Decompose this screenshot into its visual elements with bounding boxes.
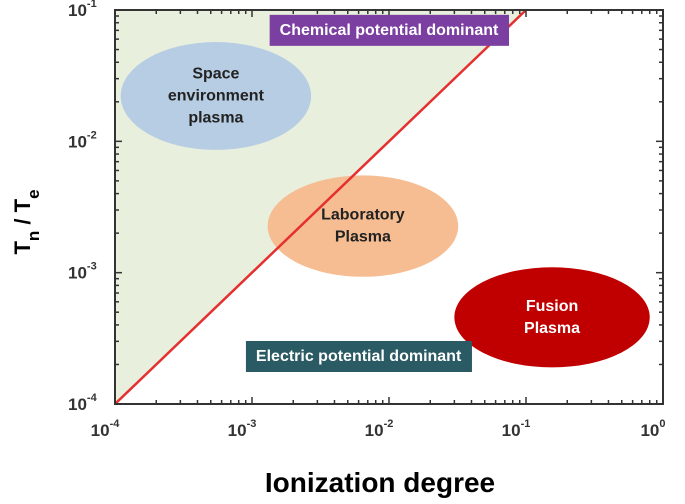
region-label-0: Chemical potential dominant [269,14,510,46]
x-tick-label: 10-4 [91,418,121,440]
plasma-ellipse-0 [120,42,312,150]
region-label-text: Chemical potential dominant [280,22,499,39]
y-axis-label: Tn / Te [10,189,43,254]
plasma-ellipse-label: environment [168,87,265,104]
y-tick-label: 10-1 [68,0,97,20]
plasma-ellipse-label: Space [192,65,239,82]
y-tick-label: 10-2 [68,129,97,151]
region-label-box [269,14,510,46]
y-tick-label: 10-3 [68,261,97,283]
region-label-1: Electric potential dominant [245,340,472,372]
plasma-ellipse-2 [454,267,650,368]
x-tick-label: 10-1 [502,418,531,440]
boundary-line [115,10,527,404]
plasma-ellipse-label: Laboratory [321,207,405,224]
x-tick-label: 100 [640,418,665,440]
y-tick-label: 10-4 [68,392,98,414]
plasma-ellipse-1 [267,175,459,277]
region-label-text: Electric potential dominant [256,348,462,365]
plasma-ellipse-label: Plasma [524,320,580,337]
x-axis-label: Ionization degree [265,467,495,498]
plasma-ellipse-label: Plasma [335,229,391,246]
x-tick-label: 10-2 [365,418,394,440]
x-tick-label: 10-3 [228,418,257,440]
region-label-box [245,340,472,372]
plasma-ellipse-label: Fusion [526,298,578,315]
plasma-ellipse-label: plasma [188,109,243,126]
